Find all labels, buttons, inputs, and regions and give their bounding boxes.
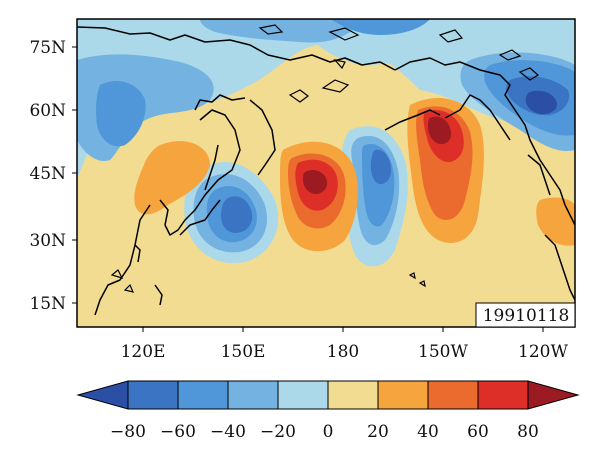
date-stamp: 19910118 (475, 302, 576, 328)
colorbar-box (177, 380, 229, 410)
colorbar-tick-label: 80 (517, 422, 539, 442)
islands (110, 24, 540, 293)
colorbar-tick-label: −80 (110, 422, 146, 442)
colorbar-box (377, 380, 429, 410)
colorbar-box (477, 380, 529, 410)
lon-label-150e: 150E (221, 342, 266, 362)
colorbar-tick-label: 60 (467, 422, 489, 442)
colorbar-tick-label: 20 (367, 422, 389, 442)
map-panel (77, 19, 575, 327)
lat-label-45n: 45N (29, 164, 66, 184)
longitude-axis: 120E 150E 180 150W 120W (121, 327, 568, 362)
colorbar-tick-label: 40 (417, 422, 439, 442)
lon-label-180: 180 (327, 342, 359, 362)
colorbar-tick-label: −20 (260, 422, 296, 442)
colorbar-tick-label: −60 (160, 422, 196, 442)
lon-label-120w: 120W (518, 342, 568, 362)
colorbar-tick-label: 0 (323, 422, 334, 442)
lat-label-60n: 60N (29, 101, 66, 121)
lon-label-150w: 150W (418, 342, 468, 362)
colorbar-arrow-low (76, 380, 129, 410)
contour-positive-4 (303, 116, 452, 194)
lat-label-75n: 75N (29, 38, 66, 58)
colorbar-box (427, 380, 479, 410)
date-stamp-text: 19910118 (483, 306, 570, 326)
lon-label-120e: 120E (121, 342, 166, 362)
contour-negative-5 (525, 90, 558, 115)
colorbar-box (127, 380, 179, 410)
colorbar: −80 −60 −40 −20 0 20 40 60 80 (76, 380, 580, 442)
colorbar-box (227, 380, 279, 410)
colorbar-arrow-high (527, 380, 580, 410)
colorbar-box (327, 380, 379, 410)
colorbar-box (277, 380, 329, 410)
coastlines (77, 26, 575, 316)
lat-label-15n: 15N (29, 294, 66, 314)
colorbar-tick-label: −40 (210, 422, 246, 442)
lat-label-30n: 30N (29, 231, 66, 251)
latitude-axis: 75N 60N 45N 30N 15N (29, 38, 77, 314)
